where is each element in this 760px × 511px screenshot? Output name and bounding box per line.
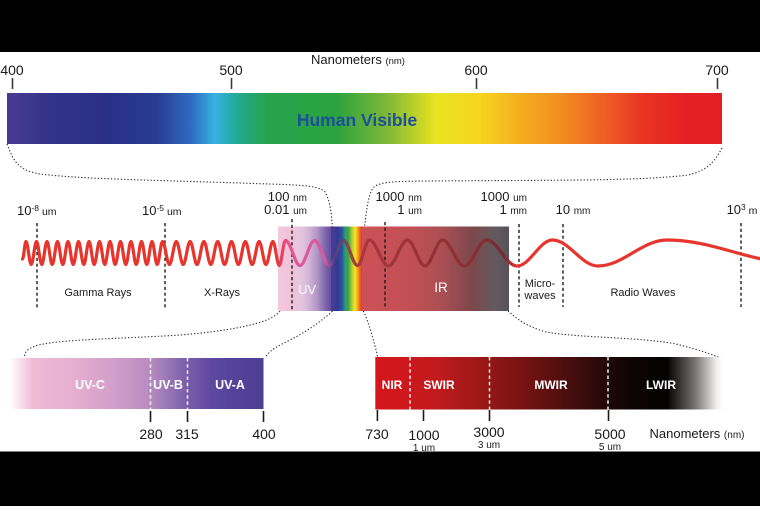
svg-text:5000: 5000	[594, 426, 625, 442]
svg-text:280: 280	[139, 426, 163, 442]
svg-text:Nanometers (nm): Nanometers (nm)	[311, 52, 405, 67]
svg-text:Micro-: Micro-	[525, 278, 556, 290]
svg-text:X-Rays: X-Rays	[204, 287, 241, 299]
svg-text:Radio Waves: Radio Waves	[610, 287, 676, 299]
svg-text:3 um: 3 um	[478, 440, 500, 451]
svg-text:10-8 um: 10-8 um	[17, 203, 57, 218]
svg-text:UV-A: UV-A	[215, 378, 245, 392]
svg-text:MWIR: MWIR	[534, 378, 568, 392]
svg-text:LWIR: LWIR	[646, 378, 676, 392]
svg-text:UV: UV	[298, 282, 316, 297]
svg-text:IR: IR	[434, 280, 448, 295]
svg-text:NIR: NIR	[382, 378, 403, 392]
svg-text:100 nm: 100 nm	[268, 189, 307, 204]
svg-text:Human Visible: Human Visible	[297, 110, 418, 130]
svg-text:0.01 um: 0.01 um	[264, 202, 307, 217]
svg-text:1000: 1000	[408, 427, 439, 443]
svg-text:5 um: 5 um	[599, 442, 621, 453]
svg-text:400: 400	[252, 426, 276, 442]
svg-text:Nanometers (nm): Nanometers (nm)	[650, 426, 745, 441]
svg-text:315: 315	[175, 426, 199, 442]
svg-text:Gamma Rays: Gamma Rays	[64, 287, 132, 299]
svg-text:400: 400	[0, 62, 24, 78]
svg-text:500: 500	[219, 62, 243, 78]
svg-text:1000 um: 1000 um	[481, 189, 527, 204]
svg-text:1 mm: 1 mm	[499, 202, 527, 217]
svg-text:103 m: 103 m	[727, 202, 758, 217]
svg-text:700: 700	[705, 62, 729, 78]
svg-text:1000 nm: 1000 nm	[376, 189, 422, 204]
svg-text:10 mm: 10 mm	[556, 202, 591, 217]
svg-text:UV-C: UV-C	[75, 378, 105, 392]
svg-text:1 um: 1 um	[397, 202, 422, 217]
svg-text:3000: 3000	[473, 424, 504, 440]
svg-text:UV-B: UV-B	[153, 378, 183, 392]
svg-text:SWIR: SWIR	[423, 378, 455, 392]
svg-text:1 um: 1 um	[413, 443, 435, 454]
svg-text:730: 730	[365, 426, 389, 442]
svg-text:10-5 um: 10-5 um	[142, 203, 182, 218]
svg-text:waves: waves	[523, 290, 556, 302]
svg-text:600: 600	[464, 62, 488, 78]
